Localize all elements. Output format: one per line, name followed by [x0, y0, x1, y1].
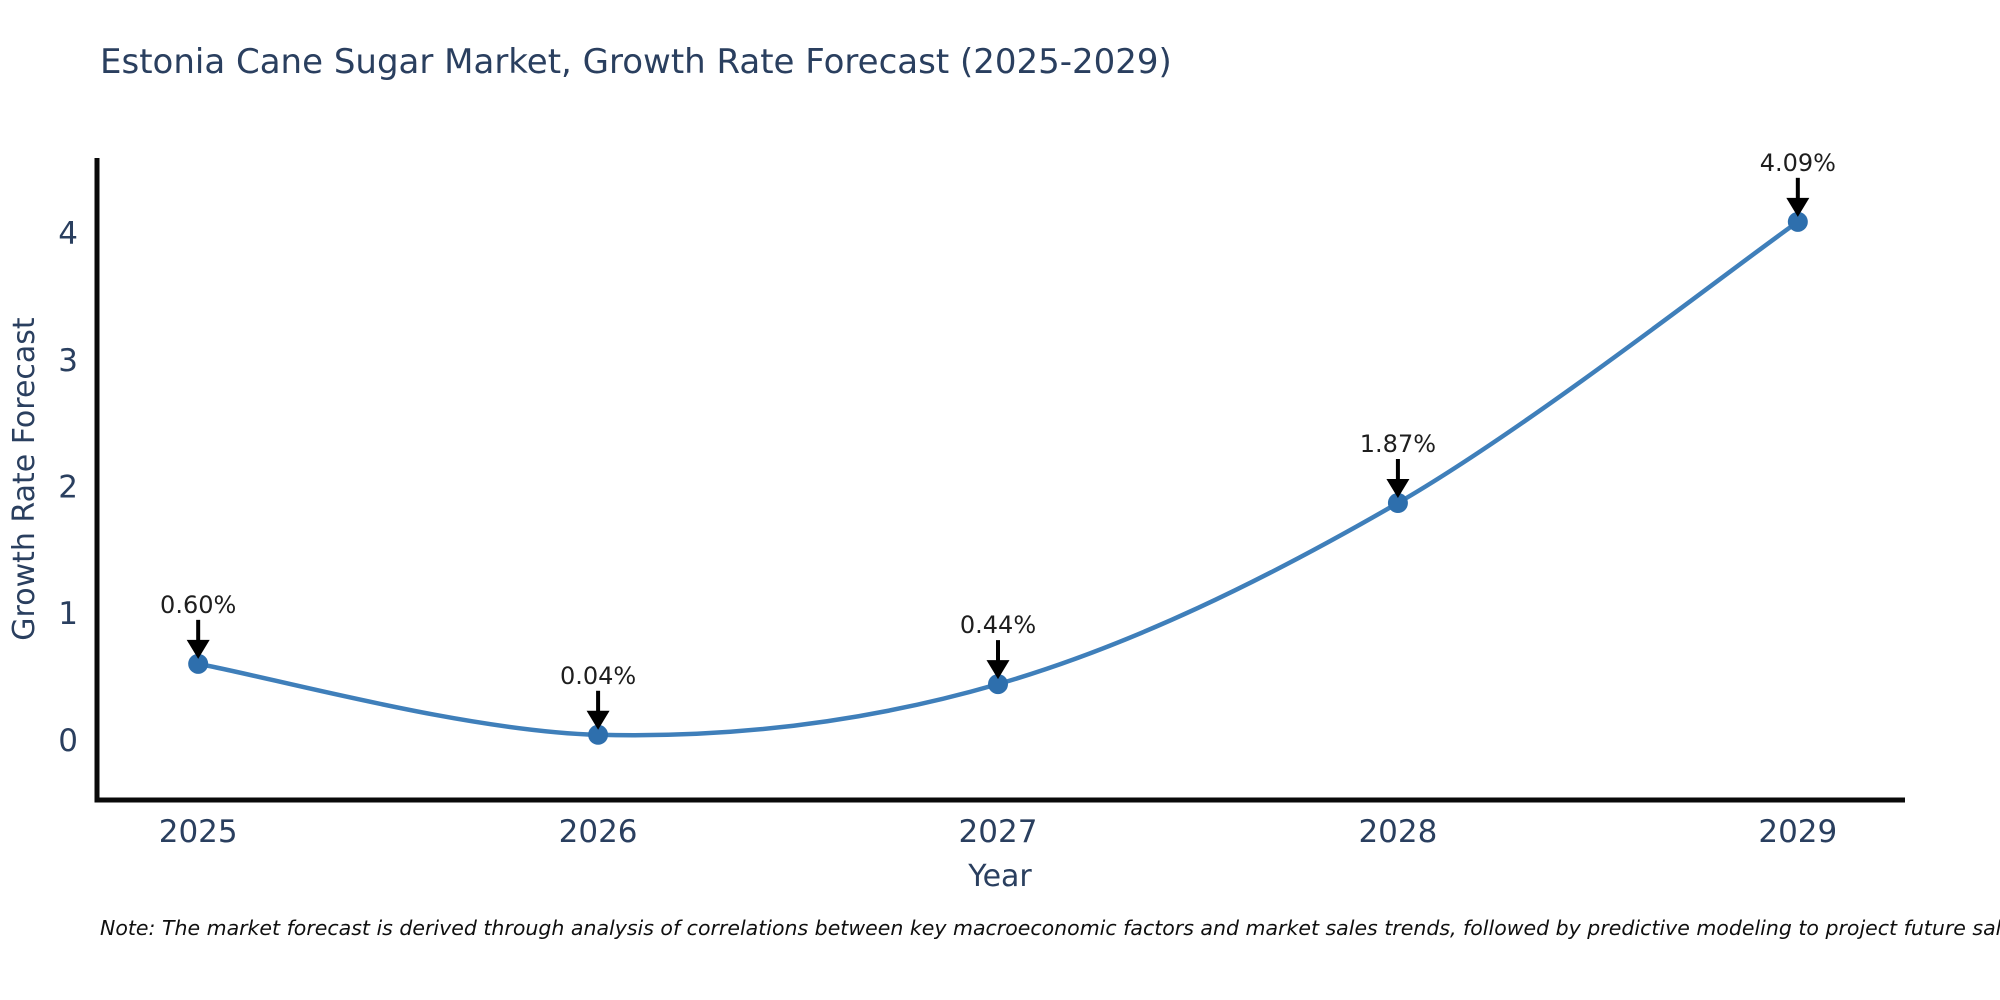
annotation-label: 4.09%	[1760, 149, 1836, 177]
annotation-label: 0.04%	[560, 662, 636, 690]
footnote: Note: The market forecast is derived thr…	[100, 916, 2000, 940]
x-axis-title: Year	[967, 859, 1032, 894]
annotation-arrow-head	[1386, 479, 1410, 499]
data-point-2028[interactable]	[1387, 493, 1408, 514]
y-tick-label: 0	[58, 723, 78, 759]
data-point-2026[interactable]	[588, 724, 609, 745]
data-point-2029[interactable]	[1787, 211, 1808, 232]
x-tick-label: 2026	[559, 814, 638, 850]
annotation-arrow-head	[1786, 197, 1810, 217]
chart-title: Estonia Cane Sugar Market, Growth Rate F…	[100, 42, 1172, 82]
annotation-arrow-head	[986, 660, 1010, 680]
annotation-label: 0.60%	[160, 591, 236, 619]
data-point-2025[interactable]	[188, 653, 209, 674]
annotation-arrow-head	[186, 639, 210, 659]
y-tick-label: 3	[58, 343, 78, 379]
x-tick-label: 2027	[959, 814, 1038, 850]
y-tick-label: 2	[58, 470, 78, 506]
annotation-label: 0.44%	[960, 611, 1036, 639]
annotation-label: 1.87%	[1360, 430, 1436, 458]
x-tick-label: 2025	[159, 814, 238, 850]
annotation-arrow-head	[586, 710, 610, 730]
x-tick-label: 2029	[1758, 814, 1837, 850]
y-axis-title: Growth Rate Forecast	[7, 317, 42, 641]
data-point-2027[interactable]	[988, 674, 1009, 695]
y-tick-label: 4	[58, 216, 78, 252]
y-tick-label: 1	[58, 596, 78, 632]
x-tick-label: 2028	[1358, 814, 1437, 850]
